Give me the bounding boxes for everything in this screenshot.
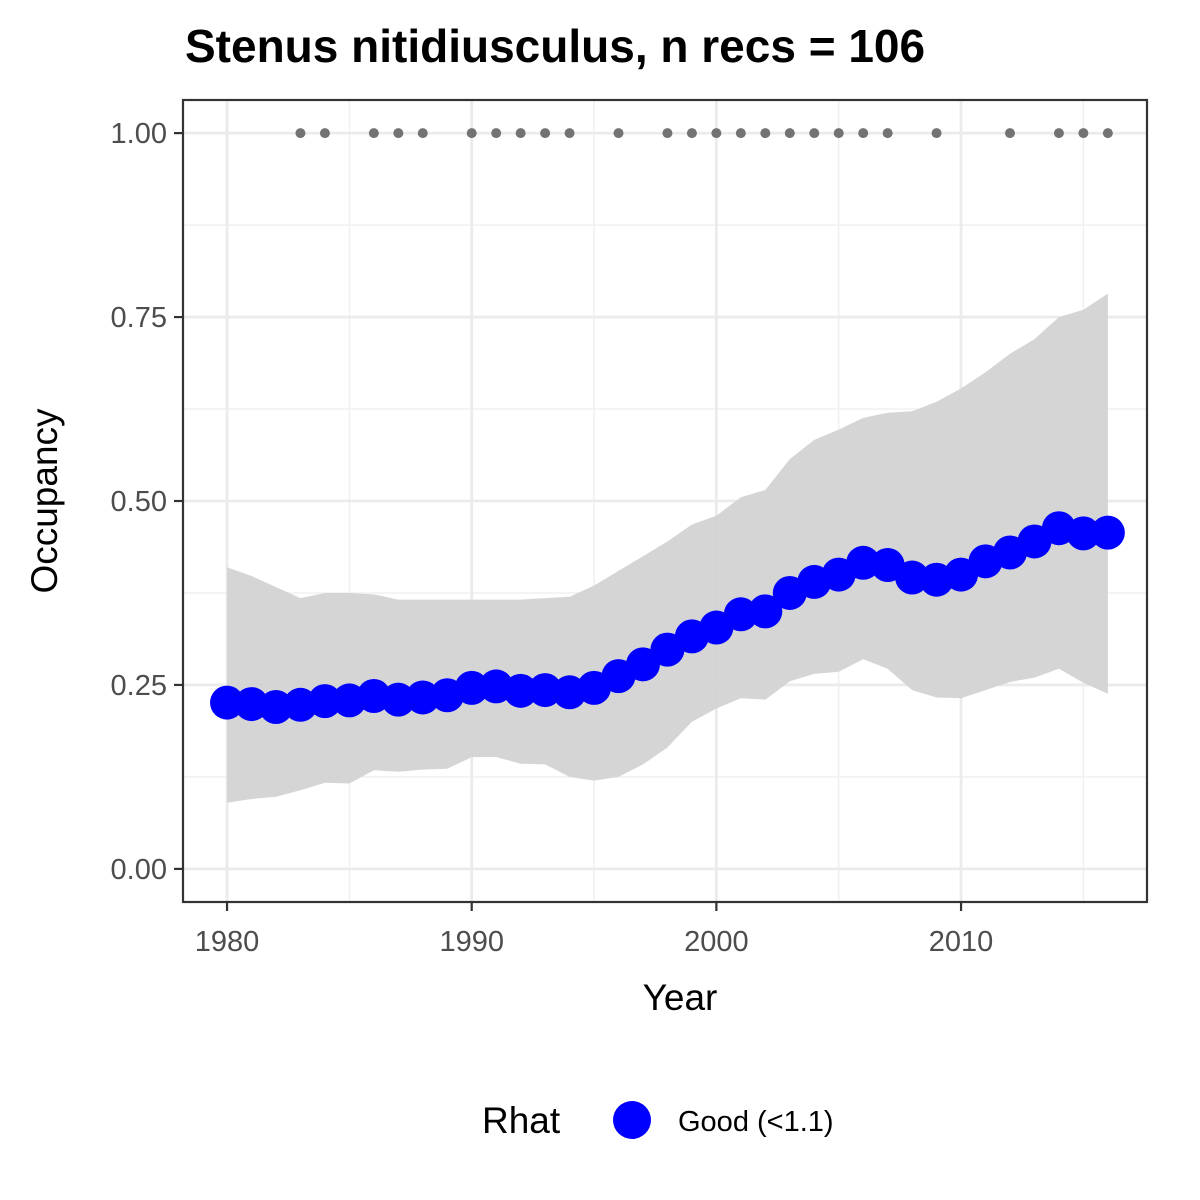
- record-points: [295, 128, 1113, 139]
- record-point: [1004, 128, 1015, 139]
- occupancy-point: [210, 685, 245, 720]
- record-point: [393, 128, 404, 139]
- y-tick-label: 0.50: [111, 486, 167, 518]
- legend-label-good: Good (<1.1): [678, 1106, 834, 1138]
- x-tick-label: 1980: [195, 926, 260, 958]
- record-point: [1102, 128, 1113, 139]
- occupancy-point: [1066, 516, 1101, 551]
- record-point: [686, 128, 697, 139]
- record-point: [809, 128, 820, 139]
- record-point: [882, 128, 893, 139]
- record-point: [1053, 128, 1064, 139]
- occupancy-series: [210, 511, 1125, 725]
- record-point: [613, 128, 624, 139]
- occupancy-point: [625, 647, 660, 682]
- x-axis-title: Year: [643, 977, 718, 1018]
- record-point: [295, 128, 306, 139]
- occupancy-point: [895, 560, 930, 595]
- record-point: [833, 128, 844, 139]
- occupancy-point: [528, 673, 563, 708]
- legend: Rhat Good (<1.1): [482, 1100, 834, 1141]
- x-tick-label: 2010: [929, 926, 994, 958]
- occupancy-point: [748, 594, 783, 629]
- record-point: [784, 128, 795, 139]
- plot-panel: [181, 98, 1149, 904]
- x-axis: 1980 1990 2000 2010: [195, 902, 994, 958]
- record-point: [1078, 128, 1089, 139]
- record-point: [931, 128, 942, 139]
- chart-title: Stenus nitidiusculus, n recs = 106: [185, 20, 925, 72]
- record-point: [735, 128, 746, 139]
- record-point: [760, 128, 771, 139]
- occupancy-point: [503, 673, 538, 708]
- occupancy-point: [381, 682, 416, 717]
- record-point: [711, 128, 722, 139]
- y-tick-label: 0.75: [111, 302, 167, 334]
- y-tick-label: 0.00: [111, 854, 167, 886]
- record-point: [515, 128, 526, 139]
- legend-title: Rhat: [482, 1100, 561, 1141]
- occupancy-point: [454, 670, 489, 705]
- record-point: [564, 128, 575, 139]
- record-point: [319, 128, 330, 139]
- confidence-ribbon: [227, 293, 1108, 803]
- occupancy-point: [258, 690, 293, 725]
- occupancy-point: [307, 684, 342, 719]
- legend-key-good: [613, 1101, 651, 1139]
- occupancy-point: [846, 545, 881, 580]
- x-tick-label: 1990: [439, 926, 504, 958]
- record-point: [466, 128, 477, 139]
- record-point: [540, 128, 551, 139]
- y-tick-label: 0.25: [111, 670, 167, 702]
- x-tick-label: 2000: [684, 926, 749, 958]
- y-axis: 0.00 0.25 0.50 0.75 1.00: [111, 118, 183, 886]
- record-point: [368, 128, 379, 139]
- record-point: [858, 128, 869, 139]
- y-tick-label: 1.00: [111, 118, 167, 150]
- record-point: [491, 128, 502, 139]
- occupancy-point: [405, 680, 440, 715]
- occupancy-point: [1090, 515, 1125, 550]
- record-point: [662, 128, 673, 139]
- y-axis-title: Occupancy: [24, 408, 65, 594]
- record-point: [417, 128, 428, 139]
